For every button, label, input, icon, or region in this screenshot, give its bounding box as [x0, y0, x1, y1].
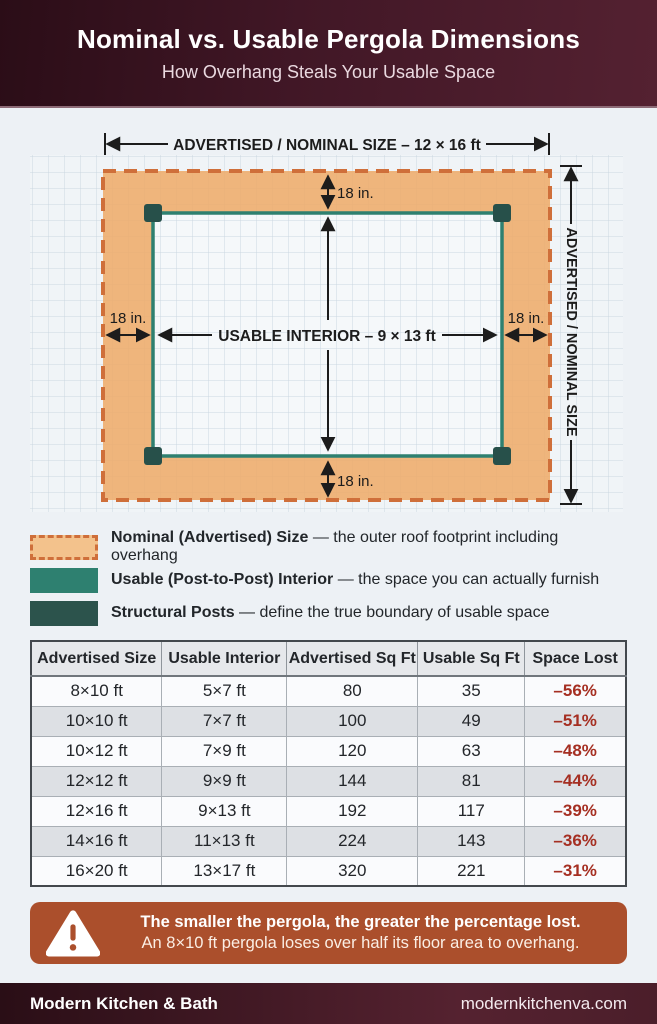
legend-desc: — the space you can actually furnish [337, 571, 600, 588]
table-cell: 320 [286, 855, 419, 887]
table-cell: –39% [524, 795, 627, 827]
table-cell: 11×13 ft [161, 825, 288, 857]
table-cell: 224 [286, 825, 419, 857]
table-header-row: Advertised Size Usable Interior Advertised… [30, 640, 627, 677]
legend-item-posts: Structural Posts — define the true bound… [30, 600, 627, 626]
brand-name: Modern Kitchen & Bath [30, 993, 218, 1013]
infographic-body: ADVERTISED / NOMINAL SIZE – 12 × 16 ft A… [0, 108, 657, 983]
legend-item-usable: Usable (Post-to-Post) Interior — the spa… [30, 567, 627, 593]
table-cell: 14×16 ft [30, 825, 163, 857]
overhang-label-right: 18 in. [508, 310, 545, 327]
overhang-label-bottom: 18 in. [337, 473, 374, 490]
table-cell: 100 [286, 705, 419, 737]
warning-text: The smaller the pergola, the greater the… [110, 912, 611, 955]
website-link[interactable]: modernkitchenva.com [460, 993, 627, 1013]
footer-bar: Modern Kitchen & Bath modernkitchenva.co… [0, 983, 657, 1024]
table-row: 10×10 ft 7×7 ft 100 49 –51% [30, 705, 627, 737]
page-title: Nominal vs. Usable Pergola Dimensions [77, 23, 580, 54]
table-cell: 120 [286, 735, 419, 767]
table-row: 14×16 ft 11×13 ft 224 143 –36% [30, 825, 627, 857]
table-cell: 81 [417, 765, 526, 797]
dimensions-table: Advertised Size Usable Interior Advertised… [30, 640, 627, 887]
table-row: 12×12 ft 9×9 ft 144 81 –44% [30, 765, 627, 797]
structural-posts [144, 204, 511, 465]
page-subtitle: How Overhang Steals Your Usable Space [161, 61, 496, 82]
table-cell: 9×9 ft [161, 765, 288, 797]
table-cell: 144 [286, 765, 419, 797]
table-header-cell: Space Lost [524, 640, 627, 677]
legend-desc: — the outer roof footprint including ove… [111, 529, 559, 564]
table-row: 10×12 ft 7×9 ft 120 63 –48% [30, 735, 627, 767]
table-cell: 143 [417, 825, 526, 857]
overhang-label-left: 18 in. [110, 310, 147, 327]
warning-line2: An 8×10 ft pergola loses over half its f… [141, 934, 580, 952]
table-cell: 13×17 ft [161, 855, 288, 887]
table-cell: 80 [286, 675, 419, 707]
table-cell: –44% [524, 765, 627, 797]
warning-triangle-icon [46, 909, 100, 957]
table-cell: –56% [524, 675, 627, 707]
table-cell: 5×7 ft [161, 675, 288, 707]
table-cell: –31% [524, 855, 627, 887]
warning-callout: The smaller the pergola, the greater the… [30, 902, 627, 964]
table-cell: 117 [417, 795, 526, 827]
overhang-label-top: 18 in. [337, 185, 374, 202]
header-banner: Nominal vs. Usable Pergola Dimensions Ho… [0, 0, 657, 108]
table-cell: –36% [524, 825, 627, 857]
table-cell: 10×12 ft [30, 735, 163, 767]
table-cell: 7×9 ft [161, 735, 288, 767]
table-cell: 10×10 ft [30, 705, 163, 737]
table-cell: –51% [524, 705, 627, 737]
table-cell: 221 [417, 855, 526, 887]
post-top-left [144, 204, 162, 222]
legend: Nominal (Advertised) Size — the outer ro… [30, 529, 627, 626]
post-bottom-left [144, 447, 162, 465]
table-row: 16×20 ft 13×17 ft 320 221 –31% [30, 855, 627, 887]
legend-label: Usable (Post-to-Post) Interior [111, 571, 334, 588]
interior-label: USABLE INTERIOR – 9 × 13 ft [218, 328, 435, 345]
table-cell: 9×13 ft [161, 795, 288, 827]
legend-item-nominal: Nominal (Advertised) Size — the outer ro… [30, 529, 627, 564]
table-row: 8×10 ft 5×7 ft 80 35 –56% [30, 675, 627, 707]
table-cell: 49 [417, 705, 526, 737]
pergola-diagram: ADVERTISED / NOMINAL SIZE – 12 × 16 ft A… [30, 133, 623, 512]
warning-line1: The smaller the pergola, the greater the… [140, 912, 581, 931]
table-cell: 7×7 ft [161, 705, 288, 737]
table-header-cell: Advertised Size [30, 640, 163, 677]
table-cell: 12×12 ft [30, 765, 163, 797]
table-cell: 8×10 ft [30, 675, 163, 707]
table-header-cell: Usable Sq Ft [417, 640, 526, 677]
legend-text: Nominal (Advertised) Size — the outer ro… [111, 529, 627, 565]
table-cell: 192 [286, 795, 419, 827]
nominal-dimension-right [560, 165, 582, 505]
nominal-dimension-vertical-label: ADVERTISED / NOMINAL SIZE [563, 227, 579, 437]
post-top-right [493, 204, 511, 222]
nominal-dimension-label: ADVERTISED / NOMINAL SIZE – 12 × 16 ft [173, 137, 481, 154]
usable-swatch-icon [30, 567, 98, 593]
legend-desc: — define the true boundary of usable spa… [239, 604, 550, 621]
table-header-cell: Advertised Sq Ft [286, 640, 419, 677]
post-bottom-right [493, 447, 511, 465]
dimensions-table-wrap: Advertised Size Usable Interior Advertised… [30, 640, 627, 887]
table-cell: 35 [417, 675, 526, 707]
table-cell: 12×16 ft [30, 795, 163, 827]
legend-label: Structural Posts [111, 604, 235, 621]
legend-text: Usable (Post-to-Post) Interior — the spa… [111, 571, 599, 589]
table-row: 12×16 ft 9×13 ft 192 117 –39% [30, 795, 627, 827]
posts-swatch-icon [30, 600, 98, 626]
table-header-cell: Usable Interior [161, 640, 288, 677]
legend-label: Nominal (Advertised) Size [111, 529, 309, 546]
table-cell: 63 [417, 735, 526, 767]
nominal-swatch-icon [30, 534, 98, 560]
table-cell: 16×20 ft [30, 855, 163, 887]
table-cell: –48% [524, 735, 627, 767]
legend-text: Structural Posts — define the true bound… [111, 604, 549, 622]
nominal-dimension-top [104, 133, 550, 155]
